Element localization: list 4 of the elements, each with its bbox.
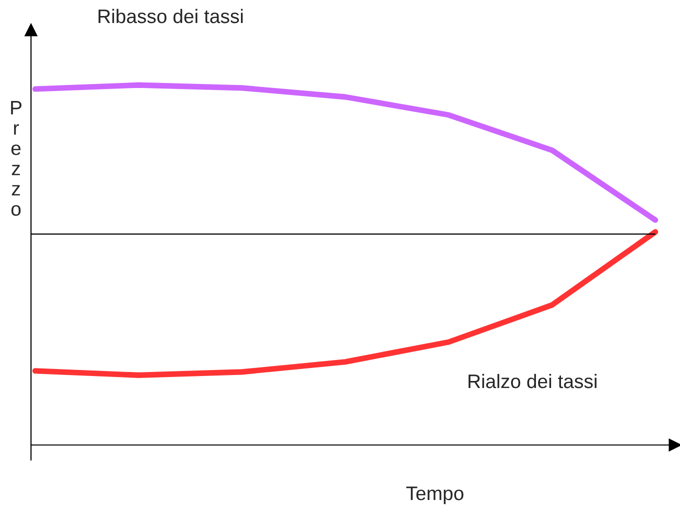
text: Ribasso dei tassi: [98, 8, 243, 24]
x-axis-title: Tempo: [406, 486, 464, 504]
y-axis-title: Prezzo: [11, 101, 22, 216]
annotation: Rialzo dei tassi: [468, 374, 596, 388]
